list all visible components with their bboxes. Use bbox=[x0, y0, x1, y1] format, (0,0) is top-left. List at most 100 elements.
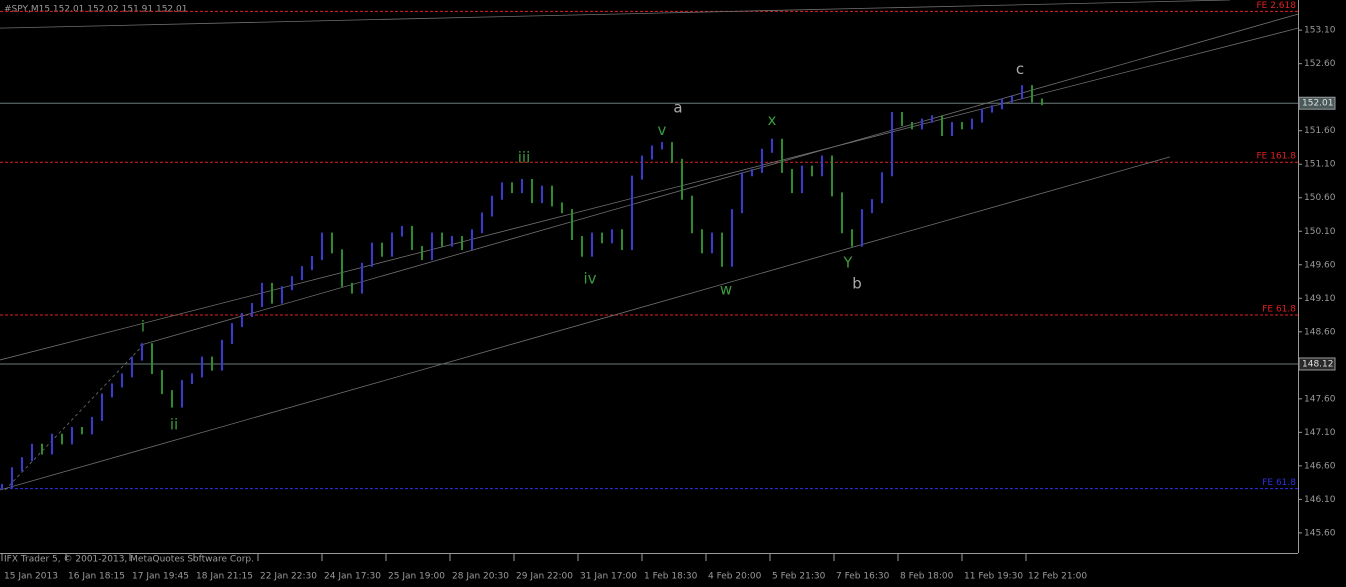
price-bar bbox=[591, 232, 593, 257]
wave-label: i bbox=[141, 318, 145, 336]
y-tick-label: 147.10 bbox=[1304, 428, 1336, 438]
y-tick-label: 149.60 bbox=[1304, 260, 1336, 270]
price-bar bbox=[691, 195, 693, 234]
chart-title: #SPY,M15 152.01 152.02 151.91 152.01 bbox=[4, 5, 187, 15]
price-bar bbox=[861, 209, 863, 247]
price-bar bbox=[121, 373, 123, 388]
y-tick-label: 148.60 bbox=[1304, 327, 1336, 337]
price-bar bbox=[111, 383, 113, 398]
price-bar bbox=[41, 443, 43, 455]
price-bar bbox=[701, 229, 703, 254]
price-bar bbox=[581, 235, 583, 257]
price-bar bbox=[391, 232, 393, 257]
x-tick-label: 7 Feb 16:30 bbox=[836, 572, 890, 582]
price-bar bbox=[1011, 95, 1013, 103]
wave-label: ii bbox=[170, 415, 178, 433]
price-bar bbox=[661, 142, 663, 150]
price-bar bbox=[251, 302, 253, 318]
price-bar bbox=[511, 182, 513, 194]
price-bar bbox=[1, 483, 3, 488]
x-tick-label: 22 Jan 22:30 bbox=[260, 572, 317, 582]
price-bar bbox=[171, 390, 173, 408]
price-bar bbox=[541, 185, 543, 204]
price-bar bbox=[791, 168, 793, 194]
price-bar bbox=[181, 380, 183, 408]
price-bar bbox=[451, 235, 453, 247]
price-bar bbox=[331, 232, 333, 254]
price-bar bbox=[261, 282, 263, 307]
price-bar bbox=[651, 145, 653, 160]
x-tick-label: 18 Jan 21:15 bbox=[196, 572, 253, 582]
price-bar bbox=[401, 225, 403, 237]
price-bar bbox=[911, 122, 913, 130]
price-bar bbox=[371, 242, 373, 267]
price-bar bbox=[221, 339, 223, 371]
price-bar bbox=[151, 343, 153, 375]
price-bar bbox=[951, 122, 953, 137]
price-bar bbox=[461, 235, 463, 251]
price-bar bbox=[321, 232, 323, 261]
price-bar bbox=[991, 105, 993, 113]
price-bar bbox=[161, 370, 163, 395]
x-tick-label: 25 Jan 19:00 bbox=[388, 572, 445, 582]
level-label: FE 161.8 bbox=[1257, 152, 1297, 162]
price-bar bbox=[1021, 85, 1023, 100]
y-tick-label: 145.60 bbox=[1304, 528, 1336, 538]
price-bar bbox=[141, 343, 143, 361]
price-bar bbox=[921, 118, 923, 130]
price-bar bbox=[931, 115, 933, 123]
y-tick-label: 152.60 bbox=[1304, 59, 1336, 69]
wave-label: a bbox=[673, 98, 682, 116]
price-bar bbox=[471, 229, 473, 251]
price-bar bbox=[891, 111, 893, 177]
price-bar bbox=[621, 229, 623, 251]
x-tick-label: 1 Feb 18:30 bbox=[644, 572, 698, 582]
price-bar bbox=[51, 433, 53, 455]
x-tick-label: 24 Jan 17:30 bbox=[324, 572, 381, 582]
y-tick-label: 149.10 bbox=[1304, 294, 1336, 304]
price-bar bbox=[301, 266, 303, 281]
price-bar bbox=[241, 313, 243, 328]
price-bar bbox=[571, 209, 573, 240]
price-bar bbox=[381, 242, 383, 257]
price-bar bbox=[841, 192, 843, 234]
x-tick-label: 15 Jan 2013 bbox=[4, 572, 58, 582]
price-bar bbox=[671, 142, 673, 163]
price-bar bbox=[281, 286, 283, 304]
price-bar bbox=[611, 229, 613, 244]
price-bar bbox=[31, 443, 33, 462]
price-bar bbox=[291, 276, 293, 291]
price-bar bbox=[851, 229, 853, 247]
x-tick-label: 17 Jan 19:45 bbox=[132, 572, 189, 582]
wave-label: Y bbox=[842, 253, 853, 271]
wave-label: iii bbox=[518, 149, 531, 167]
price-bar bbox=[91, 416, 93, 435]
price-bar bbox=[871, 199, 873, 214]
price-bar bbox=[21, 457, 23, 472]
y-tick-label: 146.10 bbox=[1304, 495, 1336, 505]
wave-label: w bbox=[720, 281, 732, 299]
price-bar bbox=[131, 356, 133, 378]
price-bar bbox=[211, 356, 213, 371]
price-bar bbox=[1001, 98, 1003, 110]
trend-line bbox=[0, 27, 1299, 361]
price-bar bbox=[191, 373, 193, 385]
x-tick-label: 11 Feb 19:30 bbox=[964, 572, 1023, 582]
price-bar bbox=[751, 168, 753, 177]
price-bar bbox=[821, 155, 823, 177]
price-bar bbox=[561, 202, 563, 214]
x-tick-label: 29 Jan 22:00 bbox=[516, 572, 573, 582]
y-tick-label: 150.60 bbox=[1304, 193, 1336, 203]
price-bar bbox=[961, 122, 963, 130]
price-bar bbox=[631, 175, 633, 251]
x-tick-label: 5 Feb 21:30 bbox=[772, 572, 826, 582]
price-bar bbox=[341, 249, 343, 287]
x-tick-label: 31 Jan 17:00 bbox=[580, 572, 637, 582]
footer: IFX Trader 5, © 2001-2013, MetaQuotes So… bbox=[4, 555, 254, 565]
price-bar bbox=[441, 232, 443, 247]
price-bar bbox=[881, 172, 883, 204]
price-bar bbox=[1041, 98, 1043, 106]
price-bar bbox=[71, 426, 73, 445]
price-bar bbox=[361, 262, 363, 294]
